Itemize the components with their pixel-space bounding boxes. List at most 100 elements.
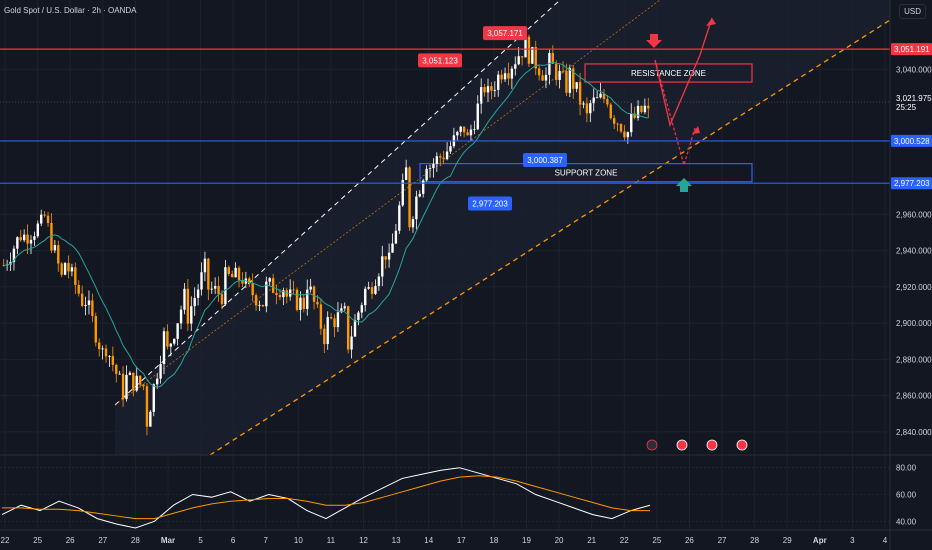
candle-body — [213, 285, 217, 289]
candle-body — [595, 97, 599, 99]
x-axis-tick-label: 27 — [98, 536, 107, 545]
candle-body — [558, 70, 561, 81]
candle-body — [316, 301, 319, 305]
candle-body — [541, 75, 544, 81]
price-callout-label: 2,977.203 — [472, 200, 508, 209]
candle-body — [237, 267, 241, 281]
candle-body — [118, 373, 121, 375]
candle-body — [258, 304, 261, 306]
price-callout-label: 3,057.171 — [487, 29, 523, 38]
candle-body — [186, 288, 190, 324]
y-axis-tick-label: 2,920.000 — [896, 283, 932, 292]
candle-body — [155, 378, 159, 385]
us-flag-icon[interactable] — [736, 439, 748, 451]
candle-body — [493, 89, 497, 91]
moving-average-line — [3, 61, 649, 388]
candle-body — [418, 193, 421, 197]
candle-body — [377, 276, 381, 287]
candle-body — [514, 64, 517, 69]
candle-body — [108, 356, 111, 357]
support-price-line-lower-label: 2,977.203 — [894, 179, 930, 188]
price-callout-label: 3,000.387 — [527, 156, 563, 165]
us-flag-icon[interactable] — [706, 439, 718, 451]
candle-body — [435, 156, 439, 164]
candle-body — [623, 131, 626, 138]
candle-body — [490, 86, 493, 91]
candle-body — [43, 214, 46, 216]
x-axis-tick-label: 28 — [131, 536, 140, 545]
candle-body — [285, 290, 288, 297]
candle-body — [53, 245, 57, 251]
candle-body — [196, 289, 200, 298]
candle-body — [473, 129, 476, 131]
x-axis-tick-label: 3 — [850, 536, 855, 545]
candle-body — [367, 287, 370, 289]
candle-body — [537, 68, 541, 76]
candle-body — [183, 288, 186, 310]
candle-body — [636, 105, 640, 118]
candle-body — [306, 289, 309, 309]
candle-body — [398, 205, 401, 231]
support-price-line-upper-tag — [891, 134, 932, 147]
candle-body — [353, 319, 357, 337]
support-price-line-upper-label: 3,000.528 — [894, 137, 930, 146]
candle-body — [101, 348, 104, 350]
candle-body — [248, 278, 251, 284]
current-price-tag — [892, 93, 932, 114]
candle-body — [391, 243, 394, 253]
candle-body — [524, 36, 527, 58]
currency-button[interactable]: USD — [899, 4, 926, 19]
candle-body — [104, 348, 108, 357]
candle-body — [531, 47, 534, 64]
rsi-axis-tick-label: 60.00 — [896, 491, 917, 500]
x-axis-tick-label: 19 — [522, 536, 531, 545]
candle-body — [12, 248, 16, 263]
candle-body — [207, 258, 210, 290]
candle-body — [77, 284, 80, 294]
candle-body — [360, 305, 364, 313]
support-up-arrow — [676, 178, 692, 192]
candle-body — [442, 157, 445, 160]
candle-body — [462, 126, 466, 133]
candle-body — [125, 374, 128, 400]
us-flag-icon[interactable] — [676, 439, 688, 451]
candle-body — [602, 93, 606, 100]
candle-body — [565, 70, 568, 93]
candle-body — [91, 300, 94, 317]
support-zone — [419, 163, 753, 183]
candle-body — [251, 283, 254, 296]
candle-body — [190, 306, 193, 324]
candle-body — [425, 168, 428, 181]
candle-body — [261, 304, 265, 307]
candle-body — [561, 70, 565, 72]
candle-body — [203, 258, 207, 273]
candle-body — [381, 256, 384, 277]
lightning-icon[interactable] — [646, 439, 658, 451]
candle-body — [340, 308, 343, 313]
candle-body — [135, 375, 138, 391]
candle-body — [350, 336, 353, 350]
support-zone-label: SUPPORT ZONE — [555, 169, 618, 178]
y-axis-tick-label: 2,940.000 — [896, 247, 932, 256]
candle-body — [29, 239, 33, 244]
candle-body — [63, 262, 67, 275]
candle-body — [422, 180, 425, 194]
candle-body — [26, 234, 29, 244]
x-axis-tick-label: Apr — [813, 536, 827, 545]
x-axis-tick-label: 28 — [750, 536, 759, 545]
resistance-down-arrow — [646, 34, 662, 48]
candle-body — [343, 306, 346, 309]
price-callout-box — [523, 153, 567, 167]
candle-body — [357, 312, 360, 320]
candle-body — [500, 74, 503, 80]
candle-body — [329, 317, 333, 319]
candle-body — [469, 129, 473, 136]
price-callout-box — [418, 53, 462, 68]
candle-body — [115, 364, 118, 374]
candle-body — [609, 104, 612, 119]
candle-body — [333, 318, 336, 328]
candle-body — [282, 290, 285, 298]
candle-body — [16, 237, 19, 249]
candle-body — [220, 294, 224, 305]
